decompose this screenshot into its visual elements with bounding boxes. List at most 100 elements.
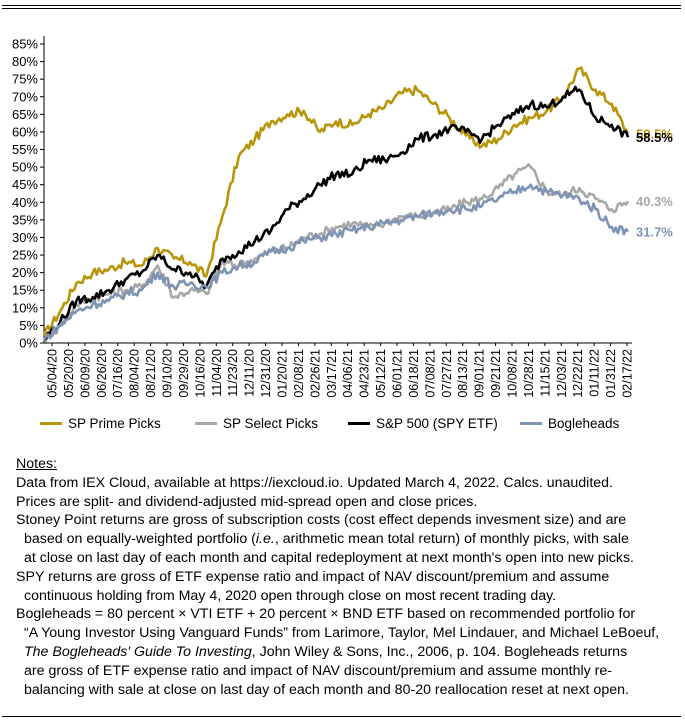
y-tick-label: 35%	[12, 212, 38, 227]
notes-para5-a: Bogleheads = 80 percent × VTI ETF + 20 p…	[16, 606, 636, 623]
y-tick-label: 85%	[12, 37, 38, 52]
y-tick-label: 30%	[12, 230, 38, 245]
notes-para5-c: The Bogleheads' Guide To Investing, John…	[16, 643, 680, 662]
y-tick-label: 10%	[12, 300, 38, 315]
x-tick-label: 12/11/20	[243, 349, 257, 397]
y-axis: 0% 5% 10% 15% 20% 25% 30% 35% 40% 45% 50% 55% 60% 65%…	[12, 36, 45, 351]
y-tick-label: 45%	[12, 177, 38, 192]
y-tick-label: 20%	[12, 265, 38, 280]
x-tick-label: 04/23/21	[358, 349, 372, 398]
notes-para3-b-post: , arithmetic mean total return) of month…	[274, 531, 629, 548]
legend-swatch	[348, 422, 370, 425]
end-label-2: 58.5%	[636, 130, 673, 145]
y-tick-label: 60%	[12, 124, 38, 139]
x-tick-label: 06/26/20	[95, 349, 109, 398]
series-line-2	[43, 85, 630, 341]
notes-para3-b-ie: i.e.	[255, 531, 275, 548]
y-tick-label: 5%	[19, 318, 38, 333]
x-tick-label: 04/06/21	[341, 349, 355, 398]
x-tick-label: 09/10/20	[161, 349, 175, 398]
x-tick-label: 01/11/22	[588, 349, 602, 397]
y-tick-label: 25%	[12, 248, 38, 263]
x-tick-label: 01/20/21	[276, 349, 290, 398]
notes-heading: Notes:	[16, 456, 58, 472]
end-labels: 59.5% 40.3% 58.5% 31.7%	[636, 127, 673, 240]
x-tick-label: 07/16/20	[111, 349, 125, 398]
y-tick-label: 15%	[12, 283, 38, 298]
x-tick-label: 06/09/20	[78, 349, 92, 398]
y-tick-label: 80%	[12, 54, 38, 69]
legend-label: S&P 500 (SPY ETF)	[376, 416, 498, 431]
series-lines	[42, 66, 630, 343]
notes-para3-a: Stoney Point returns are gross of subscr…	[16, 512, 627, 529]
y-tick-label: 50%	[12, 160, 38, 175]
performance-chart: 0% 5% 10% 15% 20% 25% 30% 35% 40% 45% 50% 55% 60% 65%…	[12, 36, 673, 398]
x-tick-label: 12/22/21	[571, 349, 585, 398]
series-line-0	[42, 66, 630, 337]
notes-para5-d: are gross of ETF expense ratio and impac…	[24, 662, 612, 679]
notes-para5-c-italic: The Bogleheads' Guide To Investing	[24, 643, 252, 660]
legend-swatch	[40, 422, 62, 425]
legend-item: SP Prime Picks	[40, 416, 161, 431]
x-tick-label: 11/04/20	[210, 349, 224, 397]
notes-para5-e: balancing with sale at close on last day…	[24, 681, 629, 698]
notes-para4-a: SPY returns are gross of ETF expense rat…	[16, 568, 610, 585]
y-tick-label: 65%	[12, 107, 38, 122]
x-tick-label: 12/31/20	[259, 349, 273, 398]
x-tick-label: 10/28/21	[522, 349, 536, 398]
x-tick-label: 05/20/20	[62, 349, 76, 398]
x-tick-label: 07/27/21	[440, 349, 454, 398]
x-tick-label: 08/04/20	[128, 349, 142, 398]
legend-label: SP Prime Picks	[68, 416, 161, 431]
notes-line-1: Data from IEX Cloud, available at https:…	[16, 474, 613, 491]
x-tick-label: 01/31/22	[604, 349, 618, 398]
y-tick-label: 0%	[19, 336, 38, 351]
notes-para4-b: continuous holding from May 4, 2020 open…	[24, 587, 557, 604]
x-tick-label: 09/01/21	[473, 349, 487, 398]
x-tick-label: 11/15/21	[538, 349, 552, 397]
x-tick-label: 03/17/21	[325, 349, 339, 398]
x-tick-label: 05/12/21	[374, 349, 388, 398]
end-label-3: 31.7%	[636, 224, 673, 239]
notes-line-2: Prices are split- and dividend-adjusted …	[16, 493, 478, 510]
top-rule	[2, 5, 681, 6]
y-tick-label: 40%	[12, 195, 38, 210]
x-tick-label: 10/08/21	[506, 349, 520, 398]
end-label-0: 59.5%	[636, 127, 673, 142]
x-tick-label: 06/01/21	[391, 349, 405, 398]
x-tick-label: 10/16/20	[193, 349, 207, 398]
x-tick-label: 11/23/20	[226, 349, 240, 397]
notes-para3-c: at close on last day of each month and c…	[24, 549, 634, 566]
x-tick-label: 07/08/21	[423, 349, 437, 398]
legend-label: Bogleheads	[548, 416, 620, 431]
y-tick-label: 75%	[12, 72, 38, 87]
series-line-3	[42, 183, 629, 341]
y-tick-label: 55%	[12, 142, 38, 157]
x-tick-label: 02/08/21	[292, 349, 306, 398]
bottom-rule	[2, 716, 681, 717]
series-line-1	[43, 163, 630, 343]
legend: SP Prime Picks SP Select Picks S&P 500 (SP…	[40, 416, 680, 436]
notes-para5-c-post: , John Wiley & Sons, Inc., 2006, p. 104.…	[251, 643, 628, 660]
x-tick-label: 09/29/20	[177, 349, 191, 398]
notes-para3-b-pre: based on equally-weighted portfolio (	[24, 531, 256, 548]
notes: Notes: Data from IEX Cloud, available at…	[16, 455, 680, 699]
x-axis: 05/04/20 05/20/20 06/09/20 06/26/20 07/16/20…	[44, 342, 635, 398]
notes-para3-b: based on equally-weighted portfolio (i.e…	[16, 530, 680, 549]
legend-swatch	[195, 422, 217, 425]
legend-item: Bogleheads	[520, 416, 619, 431]
legend-item: S&P 500 (SPY ETF)	[348, 416, 498, 431]
y-tick-label: 70%	[12, 89, 38, 104]
end-label-1: 40.3%	[636, 194, 673, 209]
x-tick-label: 02/26/21	[308, 349, 322, 398]
legend-item: SP Select Picks	[195, 416, 318, 431]
x-tick-label: 02/17/22	[621, 349, 635, 398]
legend-swatch	[520, 422, 542, 425]
top-rule-2	[2, 8, 681, 9]
x-tick-label: 08/21/20	[144, 349, 158, 398]
legend-label: SP Select Picks	[223, 416, 319, 431]
x-tick-label: 12/03/21	[555, 349, 569, 398]
x-tick-label: 05/04/20	[46, 349, 60, 398]
x-tick-label: 09/21/21	[489, 349, 503, 398]
x-tick-label: 06/18/21	[407, 349, 421, 398]
